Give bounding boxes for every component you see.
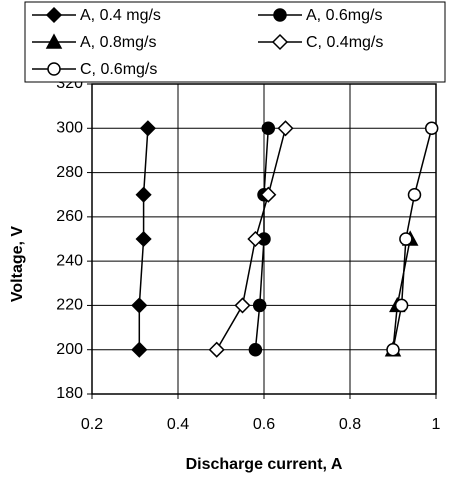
x-tick-label: 1 [432,416,441,433]
marker [135,186,152,203]
y-tick-label: 180 [56,385,83,402]
y-tick-label: 200 [56,341,83,358]
legend-label: A, 0.6mg/s [306,7,382,24]
marker [131,341,148,358]
y-tick-label: 300 [56,120,83,137]
y-tick-label: 280 [56,164,83,181]
marker [399,232,413,246]
marker [386,342,400,357]
marker [260,186,277,203]
x-tick-label: 0.8 [339,416,361,433]
marker [277,120,294,137]
marker [234,297,251,314]
marker [208,341,225,358]
marker [131,297,148,314]
legend-label: A, 0.8mg/s [80,34,156,51]
marker [139,120,156,137]
marker [424,121,439,136]
marker [248,342,263,357]
y-tick-label: 260 [56,208,83,225]
legend-marker [45,6,63,24]
y-tick-label: 240 [56,252,83,269]
legend-label: C, 0.6mg/s [80,61,157,78]
x-tick-label: 0.6 [253,416,275,433]
marker [247,230,264,248]
marker [394,298,409,313]
legend-marker [45,33,63,49]
legend-marker [273,8,287,22]
legend-label: A, 0.4 mg/s [80,7,161,24]
marker [407,187,422,202]
x-tick-label: 0.4 [167,416,189,433]
legend-marker [271,33,289,51]
y-axis-title: Voltage, V [9,226,26,302]
x-axis-title: Discharge current, A [186,456,343,473]
legend-marker [47,62,61,76]
x-tick-label: 0.2 [81,416,103,433]
marker [252,298,267,313]
legend-label: C, 0.4mg/s [306,34,383,51]
y-tick-label: 220 [56,297,83,314]
legend-box [24,1,446,83]
marker [135,230,152,248]
plot-frame [91,83,437,395]
marker [261,121,276,136]
